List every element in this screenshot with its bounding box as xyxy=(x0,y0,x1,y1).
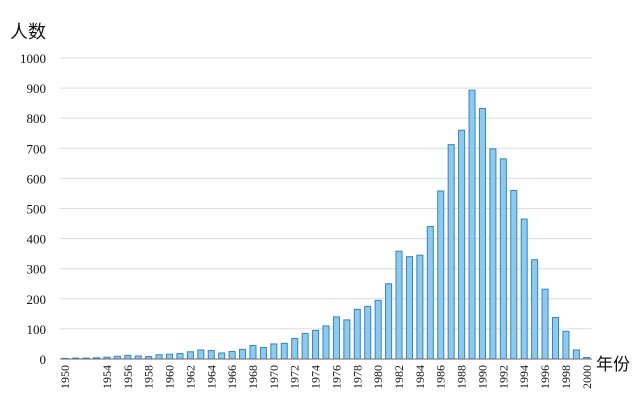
x-tick-label: 1994 xyxy=(517,365,531,389)
bar-1990 xyxy=(478,108,486,360)
bar-1996 xyxy=(541,288,549,360)
bar-1991 xyxy=(489,148,497,360)
bar-1967 xyxy=(239,348,247,360)
x-tick-label: 1982 xyxy=(392,365,406,389)
bar-1995 xyxy=(531,259,539,360)
x-tick-label: 1968 xyxy=(246,365,260,389)
x-tick-label: 1986 xyxy=(434,365,448,389)
x-tick-label: 1970 xyxy=(267,365,281,389)
bar-1961 xyxy=(176,353,184,360)
y-tick-label: 500 xyxy=(27,202,47,217)
x-tick-label: 1960 xyxy=(163,365,177,389)
x-tick-label: 1990 xyxy=(475,365,489,389)
y-tick-label: 0 xyxy=(40,352,47,367)
bar-1973 xyxy=(301,332,309,360)
bar-1977 xyxy=(343,319,351,360)
y-tick-label: 800 xyxy=(27,111,47,126)
bar-1989 xyxy=(468,89,476,360)
bar-1969 xyxy=(259,347,267,360)
bar-1998 xyxy=(562,330,570,360)
x-tick-label: 1962 xyxy=(183,365,197,389)
bar-1974 xyxy=(312,329,320,360)
bar-1988 xyxy=(458,129,466,360)
bar-1972 xyxy=(291,338,299,360)
y-tick-label: 200 xyxy=(27,292,47,307)
x-tick-label: 1956 xyxy=(121,365,135,389)
bar-1982 xyxy=(395,250,403,360)
y-tick-label: 1000 xyxy=(20,51,46,66)
y-tick-label: 700 xyxy=(27,141,47,156)
bar-1981 xyxy=(385,283,393,360)
bar-1965 xyxy=(218,352,226,360)
bar-1994 xyxy=(520,218,528,360)
bar-1960 xyxy=(166,353,174,360)
bar-1980 xyxy=(374,299,382,360)
bar-1962 xyxy=(186,351,194,360)
x-tick-label: 1996 xyxy=(538,365,552,389)
bar-1966 xyxy=(228,350,236,360)
x-tick-label: 1974 xyxy=(309,365,323,389)
bar-1968 xyxy=(249,344,257,360)
bar-1987 xyxy=(447,144,455,360)
bar-1970 xyxy=(270,343,278,360)
bar-1997 xyxy=(551,316,560,360)
y-axis-label: 人数 xyxy=(10,22,46,43)
x-tick-label: 1972 xyxy=(288,365,302,389)
bar-1963 xyxy=(197,349,205,360)
x-axis-label: 年份 xyxy=(596,355,630,375)
bar-1956 xyxy=(124,354,132,360)
x-tick-label: 1998 xyxy=(559,365,573,389)
x-tick-label: 1978 xyxy=(350,365,364,389)
x-tick-label: 1980 xyxy=(371,365,385,389)
x-tick-label: 2000 xyxy=(580,365,594,389)
x-tick-label: 1964 xyxy=(204,365,218,389)
bar-1979 xyxy=(364,305,372,360)
x-tick-label: 1966 xyxy=(225,365,239,389)
bar-1985 xyxy=(426,226,434,360)
bar-1992 xyxy=(499,158,507,360)
x-tick-label: 1950 xyxy=(58,365,72,389)
bar-1999 xyxy=(572,349,580,360)
bar-1984 xyxy=(416,254,424,360)
bar-1975 xyxy=(322,325,330,360)
x-tick-label: 1988 xyxy=(455,365,469,389)
bars xyxy=(61,89,591,360)
y-tick-label: 300 xyxy=(27,262,47,277)
bar-1993 xyxy=(510,189,518,360)
bar-1976 xyxy=(332,316,340,360)
bar-1971 xyxy=(280,342,288,360)
x-tick-label: 1958 xyxy=(142,365,156,389)
bar-1983 xyxy=(405,256,413,360)
y-tick-label: 400 xyxy=(27,232,47,247)
x-tick-label: 1992 xyxy=(496,365,510,389)
y-tick-label: 100 xyxy=(27,322,47,337)
x-tick-label: 1984 xyxy=(413,365,427,389)
y-tick-labels: 0 100 200 300 400 500 600 700 800 900 1000 xyxy=(20,51,46,367)
x-tick-labels: 1950 1954 1956 1958 1960 1962 1964 1966 1968 1970… xyxy=(58,365,594,389)
bar-1986 xyxy=(437,190,445,360)
bar-1978 xyxy=(353,308,361,360)
bar-1959 xyxy=(155,354,163,360)
x-tick-label: 1976 xyxy=(329,365,343,389)
x-tick-label: 1954 xyxy=(100,365,114,389)
bar-1964 xyxy=(207,350,215,360)
y-tick-label: 600 xyxy=(27,171,47,186)
y-tick-label: 900 xyxy=(27,81,47,96)
